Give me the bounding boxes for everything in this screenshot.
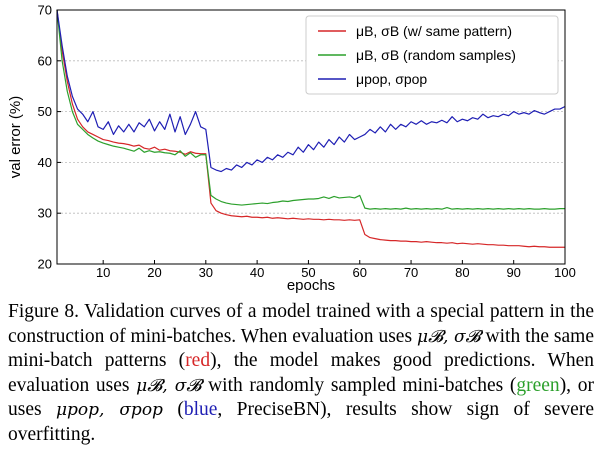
legend: μB, σB (w/ same pattern) μB, σB (random … [305,15,559,95]
y-axis-title: val error (%) [7,96,24,179]
caption-part-1: Figure 8. Validation curves of a model t… [8,301,594,347]
x-tick-label-80: 80 [455,265,469,280]
x-tick-label-90: 90 [506,265,520,280]
y-tick-label-70: 70 [38,3,52,18]
caption-part-3: ), the model makes good predictions. Whe… [8,350,594,396]
caption-green-word: green [516,374,560,396]
caption-part-5: ), or uses [8,374,594,421]
x-tick-label-70: 70 [404,265,418,280]
y-tick-label-20: 20 [38,257,52,272]
red-series-line [56,9,565,248]
caption-part-4: with randomly sampled mini-batches ( [201,374,517,396]
green-series-line [56,9,565,210]
figure-caption: Figure 8. Validation curves of a model t… [8,300,594,447]
caption-red-word: red [185,350,211,371]
caption-part-7: , PreciseBN), results show sign of sever… [8,399,594,445]
axis-ticks: 20 30 40 50 60 70 10 20 30 40 50 60 70 80 90 100 [38,3,576,281]
y-tick-label-40: 40 [38,155,52,170]
x-tick-label-10: 10 [96,265,110,280]
caption-part-2: with the same mini-batch patterns ( [8,325,595,372]
x-tick-label-60: 60 [353,265,367,280]
series-lines [56,9,566,248]
y-tick-label-30: 30 [38,206,52,221]
plot-frame [56,9,566,265]
caption-math-mu-sigma-b: μ𝓑, σ𝓑 [417,326,481,347]
legend-label-blue: μpop, σpop [356,71,427,87]
caption-part-6: ( [162,399,184,420]
x-tick-label-100: 100 [554,265,576,280]
y-tick-label-50: 50 [38,104,52,119]
x-tick-label-30: 30 [199,265,213,280]
validation-curves-chart: 20 30 40 50 60 70 10 20 30 40 50 60 70 80 90 100 epochs… [7,3,576,295]
x-axis-title: epochs [287,277,335,294]
caption-blue-word: blue [183,399,218,420]
y-tick-label-60: 60 [38,53,52,68]
legend-box [305,15,559,95]
legend-label-red: μB, σB (w/ same pattern) [356,23,512,39]
legend-label-green: μB, σB (random samples) [356,47,516,63]
caption-text: Figure 8. Validation curves of a model t… [8,300,594,447]
caption-math-mu-sigma-b-2: μ𝓑, σ𝓑 [136,375,202,396]
x-tick-label-40: 40 [250,265,264,280]
x-tick-label-50: 50 [301,265,315,280]
x-tick-label-20: 20 [147,265,161,280]
caption-math-mu-sigma-pop: μpop, σpop [55,400,163,420]
blue-series-line [56,9,566,173]
